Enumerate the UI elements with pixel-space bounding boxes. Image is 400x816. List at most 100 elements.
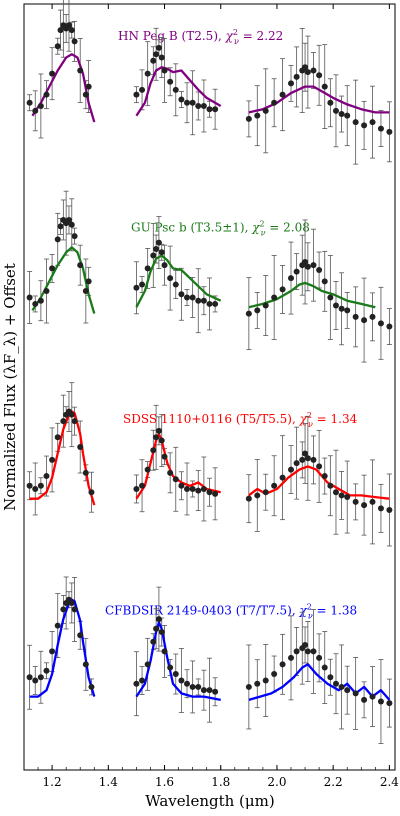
spectrum-panel: SDSS 1110+0116 (T5/T5.5), χ2 ν = 1.34 <box>26 382 393 547</box>
data-point <box>361 696 368 703</box>
data-point <box>77 67 84 74</box>
data-point <box>262 677 269 684</box>
data-point <box>344 687 351 694</box>
data-point <box>37 102 44 109</box>
object-name: HN Peg B (T2.5), <box>118 29 226 43</box>
data-point <box>139 86 146 93</box>
data-point <box>68 221 75 228</box>
data-point <box>77 443 84 450</box>
data-point <box>304 69 311 76</box>
data-point <box>60 418 67 425</box>
data-point <box>338 492 345 499</box>
data-point <box>150 57 157 64</box>
data-point <box>32 677 39 684</box>
x-tick-label: 1.8 <box>211 775 230 789</box>
data-point <box>254 492 261 499</box>
data-point <box>161 262 168 269</box>
data-point <box>254 680 261 687</box>
data-point <box>369 693 376 700</box>
data-point <box>189 294 196 301</box>
data-point <box>26 99 33 106</box>
data-point <box>316 654 323 661</box>
chi2-subscript: ν <box>308 612 313 621</box>
data-point <box>293 648 300 655</box>
model-curve <box>29 410 96 506</box>
data-point <box>327 99 334 106</box>
data-point <box>82 469 89 476</box>
data-point <box>288 80 295 87</box>
data-point <box>85 278 92 285</box>
model-curve <box>248 663 391 702</box>
data-point <box>54 622 61 629</box>
data-point <box>332 680 339 687</box>
data-point <box>195 683 202 690</box>
model-curve <box>135 66 222 117</box>
data-point <box>310 262 317 269</box>
data-point <box>271 294 278 301</box>
data-point <box>262 302 269 309</box>
data-point <box>133 485 140 492</box>
data-point <box>49 456 56 463</box>
data-point <box>71 606 78 613</box>
data-point <box>245 683 252 690</box>
data-point <box>321 278 328 285</box>
data-point <box>37 674 44 681</box>
data-point <box>158 629 165 636</box>
data-point <box>386 506 393 513</box>
chi2-subscript: ν <box>234 37 239 46</box>
data-point <box>369 119 376 126</box>
data-point <box>195 102 202 109</box>
data-point <box>212 490 219 497</box>
data-point <box>167 275 174 282</box>
data-point <box>377 698 384 705</box>
data-point <box>150 638 157 645</box>
data-point <box>200 297 207 304</box>
data-point <box>54 236 61 243</box>
data-point <box>155 616 162 623</box>
data-point <box>158 437 165 444</box>
data-point <box>288 275 295 282</box>
chi2-symbol: χ <box>298 604 307 618</box>
data-point <box>271 482 278 489</box>
data-point <box>43 667 50 674</box>
data-point <box>245 115 252 122</box>
data-point <box>144 265 151 272</box>
panel-label: CFBDSIR 2149-0403 (T7/T7.5), χ2 ν = 1.38 <box>105 603 357 621</box>
data-point <box>206 687 213 694</box>
data-point <box>352 313 359 320</box>
data-point <box>310 67 317 74</box>
data-point <box>172 476 179 483</box>
data-point <box>43 91 50 98</box>
data-point <box>65 22 72 29</box>
data-point <box>32 485 39 492</box>
data-point <box>161 67 168 74</box>
data-point <box>304 263 311 270</box>
data-point <box>386 323 393 330</box>
data-point <box>82 91 89 98</box>
data-point <box>206 489 213 496</box>
data-point <box>161 648 168 655</box>
data-point <box>321 664 328 671</box>
data-point <box>321 473 328 480</box>
data-point <box>316 463 323 470</box>
data-point <box>178 677 185 684</box>
chi2-subscript: ν <box>308 420 313 429</box>
data-point <box>271 99 278 106</box>
x-axis: 1.2 1.4 1.6 1.8 2.0 2.2 2.4 <box>23 4 399 789</box>
data-point <box>352 498 359 505</box>
data-point <box>245 495 252 502</box>
data-point <box>369 313 376 320</box>
x-tick-label: 2.4 <box>380 775 399 789</box>
data-point <box>37 482 44 489</box>
data-point <box>189 683 196 690</box>
data-point <box>153 625 160 632</box>
data-point <box>338 305 345 312</box>
data-point <box>88 489 95 496</box>
data-point <box>254 307 261 314</box>
data-point <box>200 102 207 109</box>
data-point <box>144 70 151 77</box>
data-point <box>54 434 61 441</box>
spectrum-panel: HN Peg B (T2.5), χ2 ν = 2.22 <box>26 0 393 165</box>
chi2-value: = 2.08 <box>265 221 309 235</box>
